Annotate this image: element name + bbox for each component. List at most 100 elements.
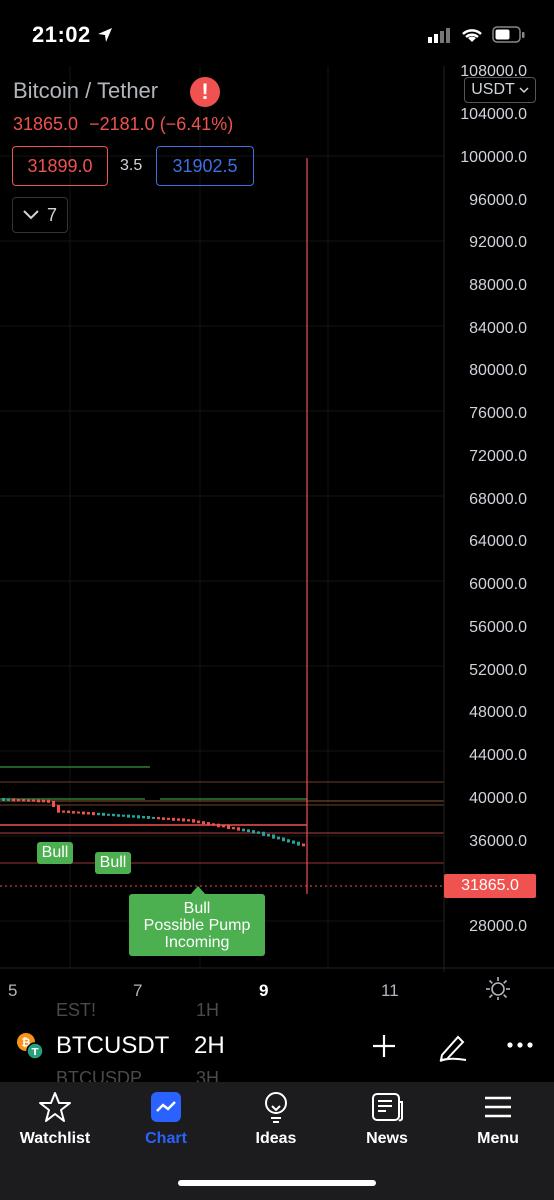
tab-ideas[interactable]: Ideas bbox=[226, 1090, 326, 1148]
candle bbox=[192, 819, 195, 823]
price-tick: 100000.0 bbox=[460, 149, 527, 166]
candle bbox=[57, 805, 60, 813]
header-change-pct: (−6.41%) bbox=[159, 114, 234, 134]
candle bbox=[82, 811, 85, 815]
bull-pump-line2: Possible Pump bbox=[143, 916, 251, 934]
candle bbox=[142, 816, 145, 819]
time-tick: 7 bbox=[133, 981, 143, 1000]
star-icon bbox=[39, 1092, 71, 1122]
support-resistance-lines bbox=[0, 766, 444, 864]
price-tick: 60000.0 bbox=[469, 576, 527, 593]
tab-menu[interactable]: Menu bbox=[448, 1090, 548, 1148]
candle bbox=[282, 837, 285, 842]
candle bbox=[47, 799, 50, 803]
candle bbox=[212, 823, 215, 826]
candle bbox=[52, 800, 55, 808]
candle bbox=[172, 817, 175, 821]
candle bbox=[262, 831, 265, 836]
candle bbox=[132, 815, 135, 818]
candle bbox=[17, 798, 20, 802]
candle bbox=[62, 810, 65, 813]
candle bbox=[252, 830, 255, 834]
candle bbox=[217, 823, 220, 828]
symbol-title[interactable]: Bitcoin / Tether bbox=[13, 78, 159, 103]
wifi-icon bbox=[462, 29, 482, 42]
price-change: 31865.0 −2181.0 (−6.41%) bbox=[13, 114, 233, 135]
bull-pump-line1: Bull bbox=[183, 899, 211, 917]
last-price-tag: 31865.0 bbox=[444, 874, 536, 898]
indicators-count: 7 bbox=[46, 204, 57, 225]
tab-label: Ideas bbox=[255, 1130, 297, 1147]
candle bbox=[7, 798, 10, 801]
candle bbox=[152, 816, 155, 819]
candle bbox=[112, 813, 115, 817]
candle bbox=[302, 843, 305, 847]
chevron-down-icon bbox=[519, 87, 529, 94]
candles bbox=[2, 798, 305, 847]
price-tick: 80000.0 bbox=[469, 362, 527, 379]
price-tick: 56000.0 bbox=[469, 619, 527, 636]
alert-icon[interactable]: ! bbox=[190, 77, 220, 107]
candle bbox=[137, 815, 140, 819]
status-time: 21:02 bbox=[32, 22, 91, 47]
price-tick: 44000.0 bbox=[469, 747, 527, 764]
candle bbox=[87, 812, 90, 815]
location-arrow-icon bbox=[98, 28, 112, 42]
candle bbox=[32, 799, 35, 802]
tab-label: Chart bbox=[145, 1130, 187, 1147]
currency-select[interactable]: USDT bbox=[464, 77, 536, 103]
tab-label: Menu bbox=[477, 1130, 519, 1147]
time-tick: 9 bbox=[259, 981, 269, 1000]
price-tick: 88000.0 bbox=[469, 277, 527, 294]
ghost-prev-symbol: EST! bbox=[56, 1000, 97, 1020]
candle bbox=[22, 798, 25, 802]
candle bbox=[257, 831, 260, 834]
candle bbox=[27, 799, 30, 802]
buy-button[interactable]: 31902.5 bbox=[156, 146, 254, 186]
candle bbox=[97, 812, 100, 816]
price-tick: 96000.0 bbox=[469, 192, 527, 209]
btc-usdt-coin-icon: ₿ T bbox=[17, 1033, 44, 1060]
candle bbox=[67, 810, 70, 814]
price-tick: 104000.0 bbox=[460, 106, 527, 123]
candle bbox=[12, 798, 15, 802]
menu-icon bbox=[485, 1096, 511, 1118]
price-tick: 76000.0 bbox=[469, 405, 527, 422]
candle bbox=[292, 840, 295, 844]
add-icon[interactable] bbox=[370, 1032, 398, 1060]
tab-label: Watchlist bbox=[19, 1130, 91, 1147]
candle bbox=[162, 817, 165, 820]
candle bbox=[102, 812, 105, 816]
tab-watchlist[interactable]: Watchlist bbox=[5, 1090, 105, 1148]
price-tick: 72000.0 bbox=[469, 448, 527, 465]
price-tick: 28000.0 bbox=[469, 918, 527, 935]
candle bbox=[237, 827, 240, 831]
bull-pump-line3: Incoming bbox=[164, 933, 230, 951]
battery-icon bbox=[492, 26, 525, 43]
candle bbox=[72, 811, 75, 814]
candle bbox=[2, 798, 5, 801]
price-tick: 36000.0 bbox=[469, 833, 527, 850]
bull-signal-label: Bull bbox=[95, 852, 131, 874]
tab-news[interactable]: News bbox=[337, 1090, 437, 1148]
interval-selector[interactable]: 2H bbox=[194, 1032, 225, 1059]
ghost-prev-interval: 1H bbox=[196, 1000, 220, 1020]
candle bbox=[187, 819, 190, 822]
candle bbox=[167, 817, 170, 820]
chart-canvas[interactable] bbox=[0, 66, 554, 972]
bull-pump-label: Bull Possible Pump Incoming bbox=[129, 894, 265, 956]
candle bbox=[232, 827, 235, 830]
chart-icon bbox=[151, 1092, 181, 1122]
indicators-toggle[interactable]: 7 bbox=[12, 197, 68, 233]
sell-button[interactable]: 31899.0 bbox=[12, 146, 108, 186]
symbol-selector[interactable]: BTCUSDT bbox=[56, 1032, 170, 1059]
tab-chart[interactable]: Chart bbox=[116, 1090, 216, 1148]
candle bbox=[127, 814, 130, 818]
currency-label: USDT bbox=[471, 81, 515, 98]
cellular-signal-icon bbox=[428, 28, 450, 43]
more-options-icon[interactable] bbox=[506, 1040, 534, 1050]
settings-sun-icon[interactable] bbox=[486, 977, 510, 1001]
drawing-pen-icon[interactable] bbox=[436, 1029, 470, 1063]
header-change-abs: −2181.0 bbox=[89, 114, 155, 134]
candle bbox=[287, 839, 290, 843]
